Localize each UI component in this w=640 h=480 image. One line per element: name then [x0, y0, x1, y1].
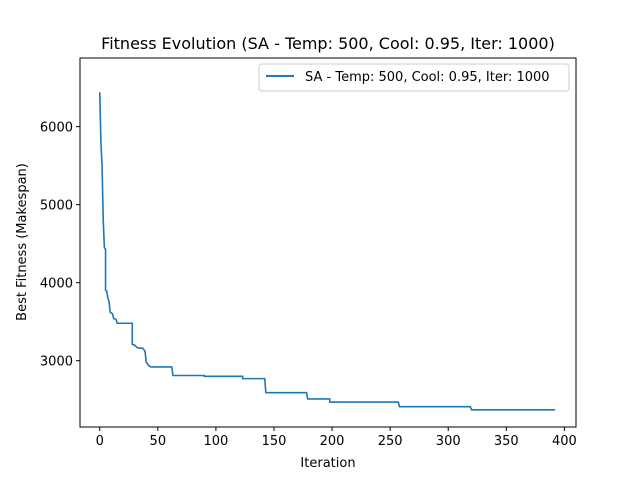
legend-label: SA - Temp: 500, Cool: 0.95, Iter: 1000 [305, 70, 550, 85]
series-group [98, 92, 556, 411]
x-tick-label: 300 [436, 434, 461, 449]
y-axis: 3000 4000 5000 6000 [40, 121, 80, 370]
plot-frame [79, 57, 577, 428]
y-tick-label: 6000 [40, 121, 73, 136]
x-tick-label: 250 [378, 434, 403, 449]
series-line-0 [98, 92, 556, 411]
y-tick-label: 3000 [40, 355, 73, 370]
legend: SA - Temp: 500, Cool: 0.95, Iter: 1000 [258, 63, 570, 92]
x-tick-label: 400 [552, 434, 577, 449]
plot-area [80, 58, 576, 427]
x-tick-label: 200 [320, 434, 345, 449]
x-tick-label: 150 [262, 434, 287, 449]
x-tick-label: 350 [494, 434, 519, 449]
legend-box [258, 63, 570, 92]
y-axis-label: Best Fitness (Makespan) [15, 163, 30, 321]
x-tick-label: 0 [96, 434, 104, 449]
x-axis: 0 50 100 150 200 250 300 350 400 [96, 427, 577, 449]
x-axis-label: Iteration [300, 456, 355, 471]
x-tick-label: 50 [150, 434, 167, 449]
y-tick-label: 4000 [40, 277, 73, 292]
y-tick-label: 5000 [40, 199, 73, 214]
chart-title: Fitness Evolution (SA - Temp: 500, Cool:… [101, 34, 555, 53]
x-tick-label: 100 [203, 434, 228, 449]
